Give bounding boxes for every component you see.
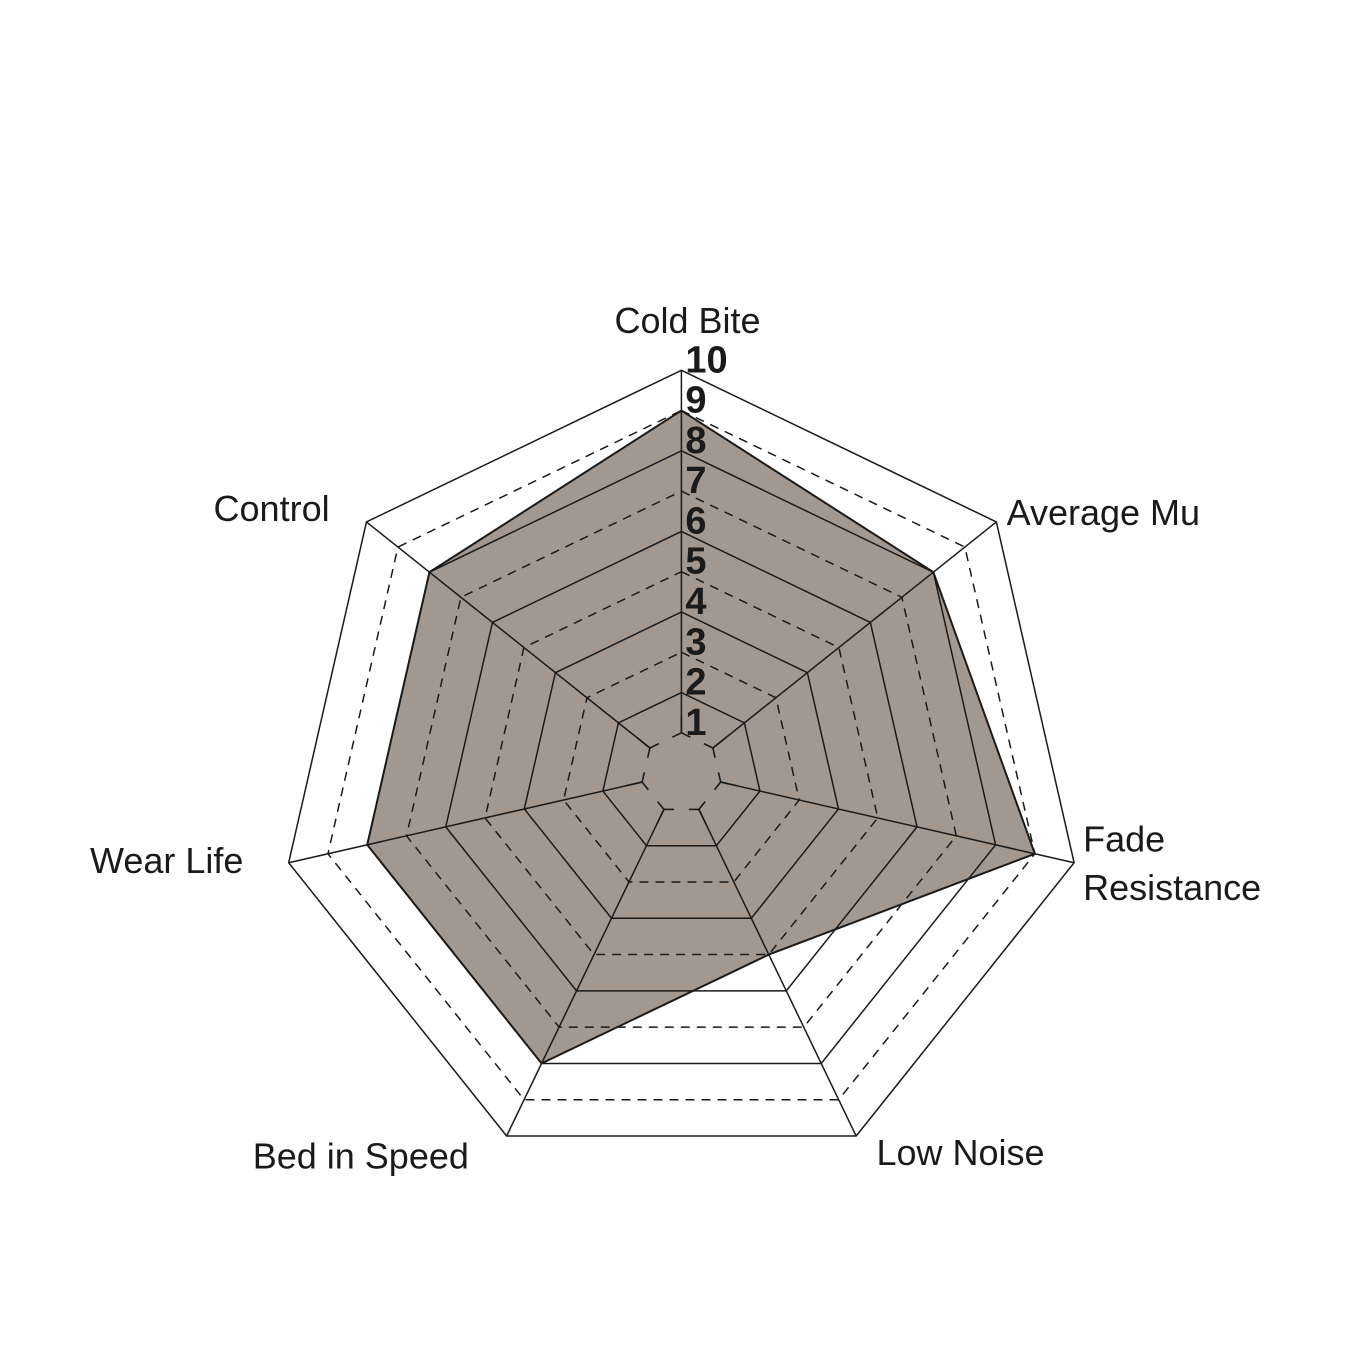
- svg-text:3: 3: [685, 621, 706, 663]
- svg-text:Control: Control: [214, 488, 330, 529]
- svg-text:Wear Life: Wear Life: [90, 840, 243, 881]
- svg-text:10: 10: [685, 339, 727, 381]
- svg-text:7: 7: [685, 460, 706, 502]
- svg-text:Bed in Speed: Bed in Speed: [253, 1136, 469, 1177]
- svg-text:5: 5: [685, 541, 706, 583]
- svg-text:Average Mu: Average Mu: [1007, 492, 1200, 533]
- svg-text:Low Noise: Low Noise: [876, 1132, 1044, 1173]
- svg-text:8: 8: [685, 420, 706, 462]
- svg-text:2: 2: [685, 662, 706, 704]
- svg-text:4: 4: [685, 581, 706, 623]
- svg-text:Resistance: Resistance: [1083, 867, 1261, 908]
- svg-text:Cold Bite: Cold Bite: [614, 300, 760, 341]
- svg-text:6: 6: [685, 500, 706, 542]
- svg-text:1: 1: [685, 702, 706, 744]
- svg-text:Fade: Fade: [1083, 818, 1165, 859]
- svg-text:9: 9: [685, 380, 706, 422]
